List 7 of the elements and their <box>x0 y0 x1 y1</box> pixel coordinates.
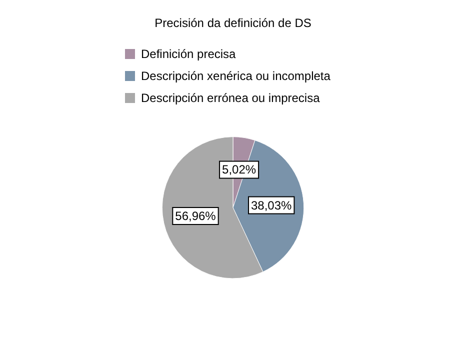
legend-label: Descripción xenérica ou incompleta <box>141 69 331 83</box>
data-label: 38,03% <box>250 198 292 212</box>
data-label: 56,96% <box>175 208 216 223</box>
legend-label: Descripción errónea ou imprecisa <box>141 91 320 105</box>
data-label: 5,02% <box>222 162 256 177</box>
legend-title: Precisión da definición de DS <box>154 16 312 30</box>
legend-label: Definición precisa <box>141 47 236 61</box>
